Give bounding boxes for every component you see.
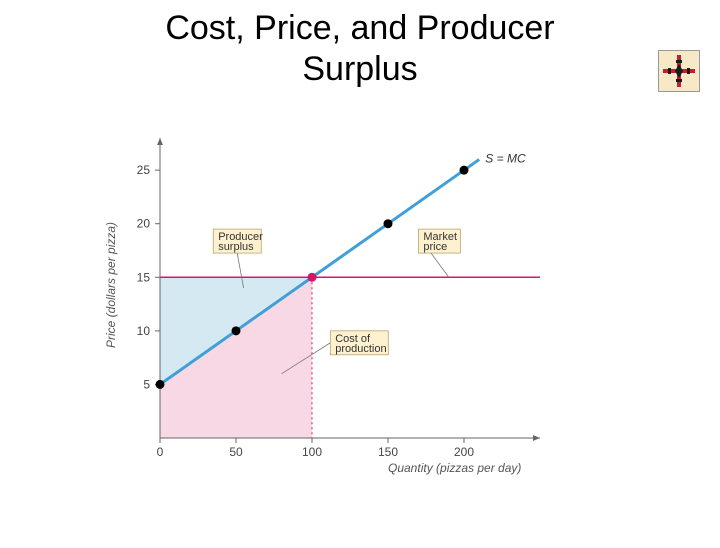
publisher-logo-icon (658, 50, 700, 92)
y-tick-label: 5 (143, 377, 150, 391)
x-tick-label: 150 (378, 445, 398, 459)
y-axis-arrow-icon (157, 138, 163, 145)
x-axis-label: Quantity (pizzas per day) (388, 461, 521, 475)
x-tick-label: 100 (302, 445, 322, 459)
y-tick-label: 15 (137, 270, 151, 284)
x-tick-label: 50 (229, 445, 243, 459)
supply-line (160, 159, 479, 384)
y-tick-label: 10 (137, 324, 151, 338)
page-title: Cost, Price, and Producer Surplus (0, 8, 720, 90)
market-price-annotation-leader (431, 253, 449, 277)
x-tick-label: 200 (454, 445, 474, 459)
title-line-2: Surplus (302, 50, 417, 88)
y-tick-label: 25 (137, 163, 151, 177)
y-tick-label: 20 (137, 217, 151, 231)
cost-annotation-label: production (335, 343, 386, 355)
producer-surplus-chart: 0 50 100 150 200 5 10 15 20 25 Quantity (pizzas pe… (90, 128, 590, 508)
equilibrium-point (308, 273, 317, 282)
data-point (460, 166, 469, 175)
data-point (156, 380, 165, 389)
y-axis-label: Price (dollars per pizza) (104, 222, 118, 348)
data-point (384, 219, 393, 228)
producer-surplus-annotation-label: surplus (218, 241, 254, 253)
market-price-annotation-label: price (423, 241, 447, 253)
title-line-1: Cost, Price, and Producer (165, 9, 554, 47)
x-axis-arrow-icon (533, 435, 540, 441)
data-point (232, 326, 241, 335)
supply-line-label: S = MC (485, 152, 526, 166)
x-tick-label: 0 (157, 445, 164, 459)
